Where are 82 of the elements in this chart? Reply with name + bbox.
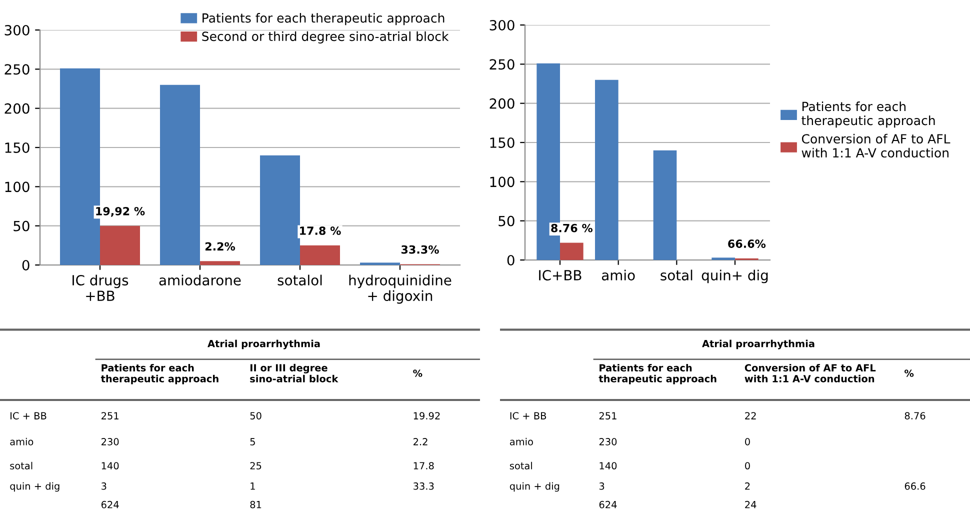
text: 1 [250,482,255,490]
x-tick-label: amiodarone [159,274,241,286]
bar [560,242,584,260]
category-label: IC + BB [510,412,546,420]
category-label: quin + dig [10,482,60,492]
legend-label: Patients for each therapeutic approach [202,13,444,26]
text: 140 [102,462,119,470]
text: 81 [250,500,262,508]
bar [653,150,677,260]
x-tick-label: hydroquinidine + digoxin [349,274,452,304]
annotation: 17.8 % [300,226,341,235]
annotation: 33.3% [401,245,439,254]
text: 0 [745,462,750,470]
category-label: Conversion of AF to AFL with 1:1 A-V conduction [744,364,876,382]
text: 3 [599,482,604,490]
category-label: quin + dig [510,482,560,492]
text: 8.76 [904,412,926,420]
text: 140 [600,462,617,470]
text: 33.3 [414,482,434,490]
text: 66.6 [904,482,926,490]
y-tick-label: 150 [490,137,514,148]
category-label: II or III degree sino-atrial block [250,364,338,382]
legend-label: Second or third degree sino-atrial block [202,31,449,44]
y-tick-label: 50 [14,220,30,232]
y-tick-label: 50 [498,216,514,226]
text: 19.92 [414,412,440,420]
annotation: 2.2% [205,242,236,251]
category-label: Patients for each therapeutic approach [100,364,218,384]
x-tick-label: IC+BB [539,270,582,280]
text: 0 [745,438,750,446]
text: Atrial proarrhythmia [702,340,814,350]
y-tick-label: 300 [4,24,30,36]
annotation: 66.6% [728,240,766,248]
x-tick-label: IC drugs +BB [72,274,128,301]
x-tick-label: sotalol [278,274,322,286]
y-tick-label: 200 [4,103,30,114]
text: 624 [599,500,617,508]
category-label: % [904,370,914,377]
legend-label: Conversion of AF to AFL with 1:1 A-V conduction [802,134,950,158]
x-tick-label: amio [602,270,635,280]
x-tick-label: sotal [660,270,692,280]
text: 251 [102,412,118,420]
category-label: amio [510,438,533,446]
bar [300,245,340,265]
category-label: Patients for each therapeutic approach [598,364,716,384]
text: 24 [745,500,756,508]
y-tick-label: 0 [507,254,514,266]
bar [595,80,618,260]
x-tick-label: quin+ dig [702,270,768,284]
text: 50 [250,412,262,420]
text: 2 [745,482,750,490]
y-tick-label: 250 [490,59,514,70]
annotation: 19,92 % [96,206,145,217]
text: 17.8 [414,462,434,470]
category-label: amio [10,438,34,446]
category-label: IC + BB [10,412,46,420]
text: 3 [102,482,106,490]
y-tick-label: 100 [5,182,30,192]
text: 230 [599,438,617,446]
bar [200,261,240,265]
category-label: sotal [10,462,32,470]
y-tick-label: 250 [4,64,30,75]
y-tick-label: 150 [5,142,30,153]
category-label: sotal [510,462,532,470]
bar [100,226,140,265]
text: 25 [250,462,262,470]
text: 624 [101,500,119,508]
y-tick-label: 300 [490,20,514,30]
y-tick-label: 0 [22,260,30,270]
annotation: 8.76 % [551,224,593,232]
legend-label: Patients for each therapeutic approach [802,102,935,128]
text: 251 [599,412,616,420]
text: 2.2 [414,438,428,446]
text: 5 [250,438,255,446]
bar [160,84,200,265]
text: 230 [102,438,119,446]
y-tick-label: 100 [490,176,514,188]
text: 22 [745,412,756,420]
text: Atrial proarrhythmia [208,340,320,350]
y-tick-label: 200 [490,98,514,109]
category-label: % [413,370,422,377]
bar [260,155,300,265]
